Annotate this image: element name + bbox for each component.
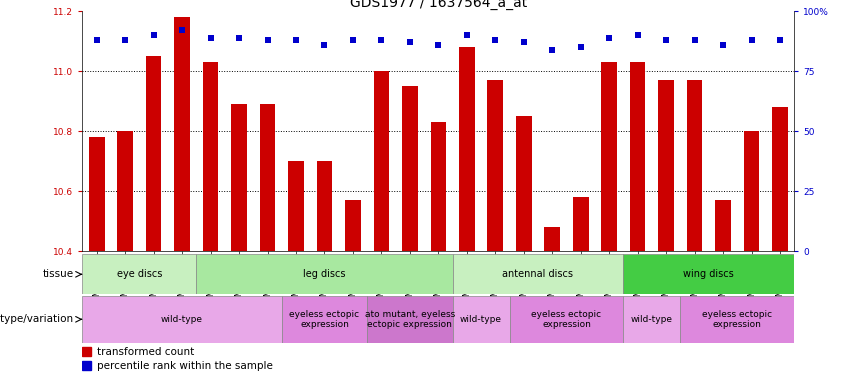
Bar [488,80,503,251]
Text: transformed count: transformed count [96,347,194,357]
Point [118,37,132,43]
Point [659,37,673,43]
Bar [573,197,589,251]
Bar [231,104,247,251]
Bar [260,104,275,251]
Bar [345,200,361,251]
Title: GDS1977 / 1637564_a_at: GDS1977 / 1637564_a_at [350,0,527,10]
Bar [744,131,760,251]
Bar [630,62,646,251]
Bar [715,200,731,251]
Point [289,37,303,43]
Text: eyeless ectopic
expression: eyeless ectopic expression [702,310,773,329]
Bar [203,62,219,251]
Point [374,37,388,43]
Bar [773,107,788,251]
Point [773,37,787,43]
Bar [196,254,452,294]
Bar [510,296,623,343]
Point [89,37,103,43]
Bar [174,17,190,251]
Point [631,32,645,38]
Point [318,42,332,48]
Point [545,46,559,53]
Text: percentile rank within the sample: percentile rank within the sample [96,361,273,371]
Text: leg discs: leg discs [303,269,345,279]
Text: genotype/variation: genotype/variation [0,314,74,324]
Bar [681,296,794,343]
Bar [288,161,304,251]
Point [175,27,189,33]
Bar [367,296,452,343]
Bar [117,131,133,251]
Bar [82,347,91,356]
Point [147,32,161,38]
Bar [82,362,91,370]
Bar [602,62,617,251]
Text: wing discs: wing discs [683,269,734,279]
Bar [623,254,794,294]
Bar [317,161,332,251]
Bar [82,254,196,294]
Point [403,39,417,45]
Point [489,37,503,43]
Bar [89,137,104,251]
Point [716,42,730,48]
Bar [146,56,161,251]
Bar [282,296,367,343]
Text: eye discs: eye discs [116,269,162,279]
Bar [516,116,531,251]
Text: wild-type: wild-type [631,315,673,324]
Bar [459,47,475,251]
Text: antennal discs: antennal discs [503,269,574,279]
Point [204,34,218,40]
Bar [452,296,510,343]
Bar [402,86,418,251]
Text: wild-type: wild-type [161,315,203,324]
Point [687,37,701,43]
Text: eyeless ectopic
expression: eyeless ectopic expression [531,310,602,329]
Point [260,37,274,43]
Point [602,34,616,40]
Bar [431,122,446,251]
Text: wild-type: wild-type [460,315,502,324]
Bar [687,80,702,251]
Bar [452,254,623,294]
Point [574,44,588,50]
Bar [623,296,681,343]
Bar [544,227,560,251]
Point [516,39,530,45]
Point [460,32,474,38]
Point [745,37,759,43]
Point [232,34,246,40]
Bar [82,296,282,343]
Text: tissue: tissue [43,269,74,279]
Point [431,42,445,48]
Point [346,37,360,43]
Bar [658,80,674,251]
Text: ato mutant, eyeless
ectopic expression: ato mutant, eyeless ectopic expression [365,310,455,329]
Text: eyeless ectopic
expression: eyeless ectopic expression [289,310,359,329]
Bar [373,71,389,251]
